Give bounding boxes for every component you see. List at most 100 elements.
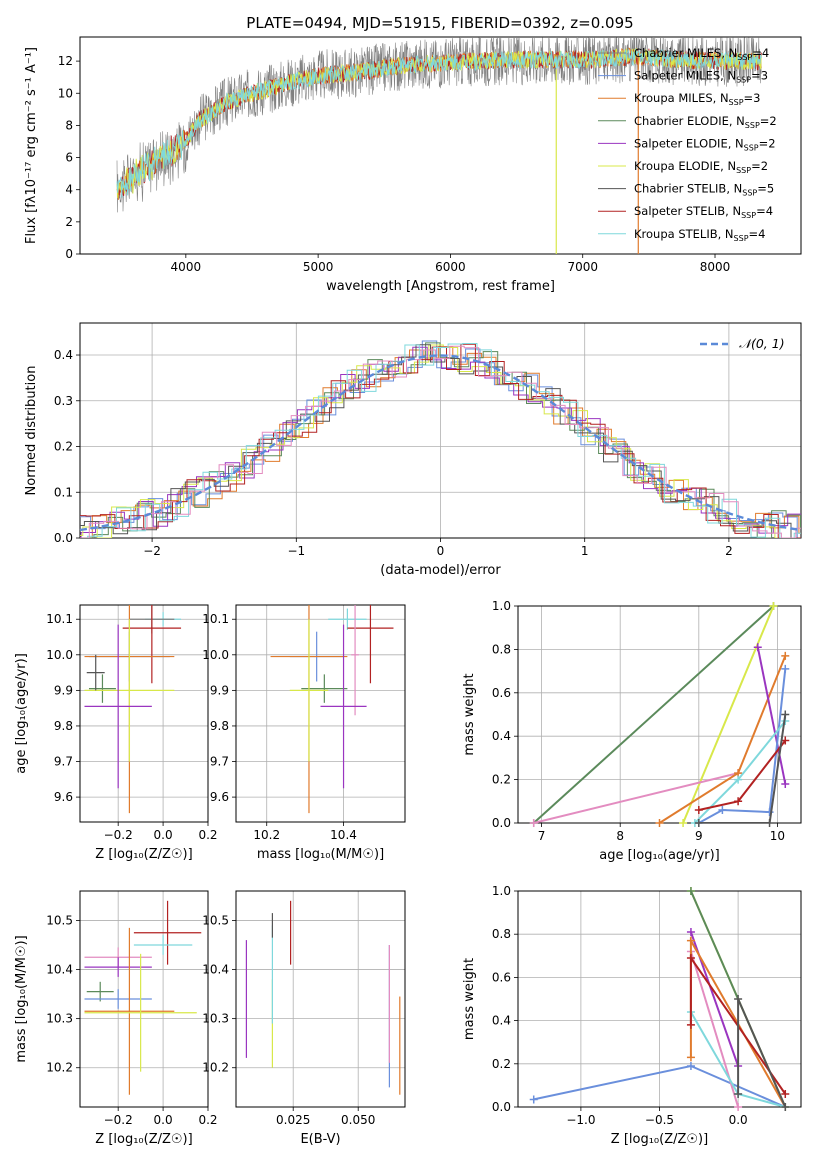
mass-weight-line-pink [533, 772, 739, 823]
y-tick-label: 9.8 [210, 719, 229, 733]
legend-text: Kroupa STELIB, N [634, 227, 734, 241]
residual-histogram-salpeter_elodie [80, 346, 801, 538]
x-tick-label: 7 [538, 829, 546, 843]
y-tick-label: 0.0 [492, 816, 511, 830]
mass-weight-marker [686, 936, 695, 945]
spectrum-model-kroupa_stelib [116, 48, 762, 198]
x-tick-label: −0.2 [104, 828, 133, 842]
y-tick-label: 0.2 [492, 773, 511, 787]
y-axis-label: mass [log₁₀(M/M☉)] [14, 935, 29, 1062]
legend-subscript: SSP [737, 53, 752, 62]
mass-weight-marker [734, 1103, 743, 1111]
legend-subscript: SSP [734, 234, 749, 243]
residual-histogram-kroupa_stelib [80, 343, 801, 538]
legend-count: =2 [759, 136, 776, 150]
x-axis-label: Z [log₁₀(Z/Z☉)] [611, 1132, 708, 1147]
y-tick-label: 10.3 [202, 1012, 229, 1026]
mass-weight-line-salpeter_elodie [756, 647, 787, 785]
y-tick-label: 10.3 [46, 1012, 73, 1026]
y-tick-label: 0.2 [492, 1057, 511, 1071]
y-tick-label: 8 [65, 118, 73, 132]
x-tick-label: 10 [770, 829, 785, 843]
residual-histogram-chabrier_stelib [80, 344, 801, 538]
y-tick-label: 0.4 [492, 729, 511, 743]
y-tick-label: 9.7 [210, 755, 229, 769]
y-tick-label: 10.2 [202, 1061, 229, 1075]
axes-frame [79, 604, 209, 823]
mass-weight-marker [694, 805, 703, 814]
y-tick-label: 1.0 [492, 884, 511, 898]
residual-histogram-salpeter_stelib [80, 343, 801, 538]
axes-frame [517, 605, 802, 824]
x-axis-label: Z [log₁₀(Z/Z☉)] [95, 847, 192, 862]
y-tick-label: 0.2 [54, 440, 73, 454]
x-tick-label: −0.2 [104, 1113, 133, 1127]
legend-entry: 𝒩(0, 1) [739, 336, 785, 351]
x-tick-label: 0 [437, 544, 445, 558]
y-tick-label: 0.3 [54, 394, 73, 408]
y-tick-label: 9.9 [54, 683, 73, 697]
legend-text: Salpeter MILES, N [634, 69, 736, 83]
mass-weight-marker [686, 928, 695, 937]
residual-histogram-pink [80, 345, 801, 538]
y-axis-label: age [log₁₀(age/yr)] [14, 653, 29, 774]
x-tick-label: 10.2 [253, 828, 280, 842]
mass-weight-marker [655, 819, 664, 827]
residual-histogram-salpeter_miles [80, 340, 801, 538]
y-tick-label: 0.6 [492, 970, 511, 984]
mass-weight-marker [694, 819, 703, 827]
legend-entry: Salpeter MILES, NSSP=3 [634, 69, 768, 85]
mass-weight-marker [686, 953, 695, 962]
mass-weight-line-salpeter_miles [698, 668, 787, 823]
y-tick-label: 10 [58, 86, 73, 100]
mass-weight-marker [718, 805, 727, 814]
mass-weight-vs-age-plot: 7 8 9 10 0.0 0.2 0.4 0.6 0.8 1.0 age [log₁₀(age/yr… [462, 599, 802, 863]
legend-count: =3 [744, 91, 761, 105]
mass-weight-marker [781, 664, 790, 673]
y-tick-label: 9.6 [54, 790, 73, 804]
mass-weight-line-chabrier_stelib [737, 998, 787, 1107]
x-tick-label: 0.0 [154, 828, 173, 842]
y-tick-label: 1.0 [492, 599, 511, 613]
spectrum-plot: 4000 5000 6000 7000 8000 0 2 4 6 8 10 12 wavelength … [24, 36, 802, 294]
residual-histogram-chabrier_elodie [80, 342, 801, 538]
x-axis-label: wavelength [Angstrom, rest frame] [326, 279, 555, 294]
legend-count: =5 [757, 182, 774, 196]
mass-weight-line-chabrier_elodie [533, 606, 775, 823]
x-tick-label: 0.0 [729, 1113, 748, 1127]
mass-weight-marker [529, 1095, 538, 1104]
x-tick-label: 0.025 [276, 1113, 310, 1127]
y-tick-label: 9.8 [54, 719, 73, 733]
y-tick-label: 10.0 [46, 648, 73, 662]
axes-frame [79, 890, 209, 1108]
legend-subscript: SSP [736, 166, 751, 175]
legend-entry: Kroupa ELODIE, NSSP=2 [634, 159, 768, 175]
y-tick-label: 0.1 [54, 485, 73, 499]
mass-vs-ebv-plot: 0.025 0.050 10.2 10.3 10.4 10.5 E(B-V) [202, 890, 406, 1147]
y-axis-label: mass weight [462, 673, 477, 755]
legend-count: =2 [751, 159, 768, 173]
x-tick-label: 8000 [700, 260, 731, 274]
legend-subscript: SSP [745, 121, 760, 130]
y-tick-label: 10.4 [46, 963, 73, 977]
y-tick-label: 10.4 [202, 963, 229, 977]
residual-histogram-kroupa_elodie [80, 344, 801, 538]
y-tick-label: 0.0 [54, 531, 73, 545]
mass-weight-marker [781, 779, 790, 788]
mass-weight-marker [734, 1090, 743, 1099]
legend-count: =3 [751, 69, 768, 83]
legend-subscript: SSP [736, 76, 751, 85]
mass-weight-marker [529, 819, 538, 827]
axes-frame [79, 322, 802, 539]
y-tick-label: 10.0 [202, 648, 229, 662]
mass-weight-marker [734, 995, 743, 1003]
x-tick-label: 9 [695, 829, 703, 843]
mass-weight-marker [686, 887, 695, 895]
y-tick-label: 10.1 [202, 612, 229, 626]
x-axis-label: E(B-V) [300, 1132, 340, 1147]
y-tick-label: 4 [65, 183, 73, 197]
legend-text: Salpeter ELODIE, N [634, 136, 744, 150]
legend-count: =2 [760, 114, 777, 128]
x-tick-label: 0.2 [198, 828, 217, 842]
x-tick-label: −1 [287, 544, 305, 558]
